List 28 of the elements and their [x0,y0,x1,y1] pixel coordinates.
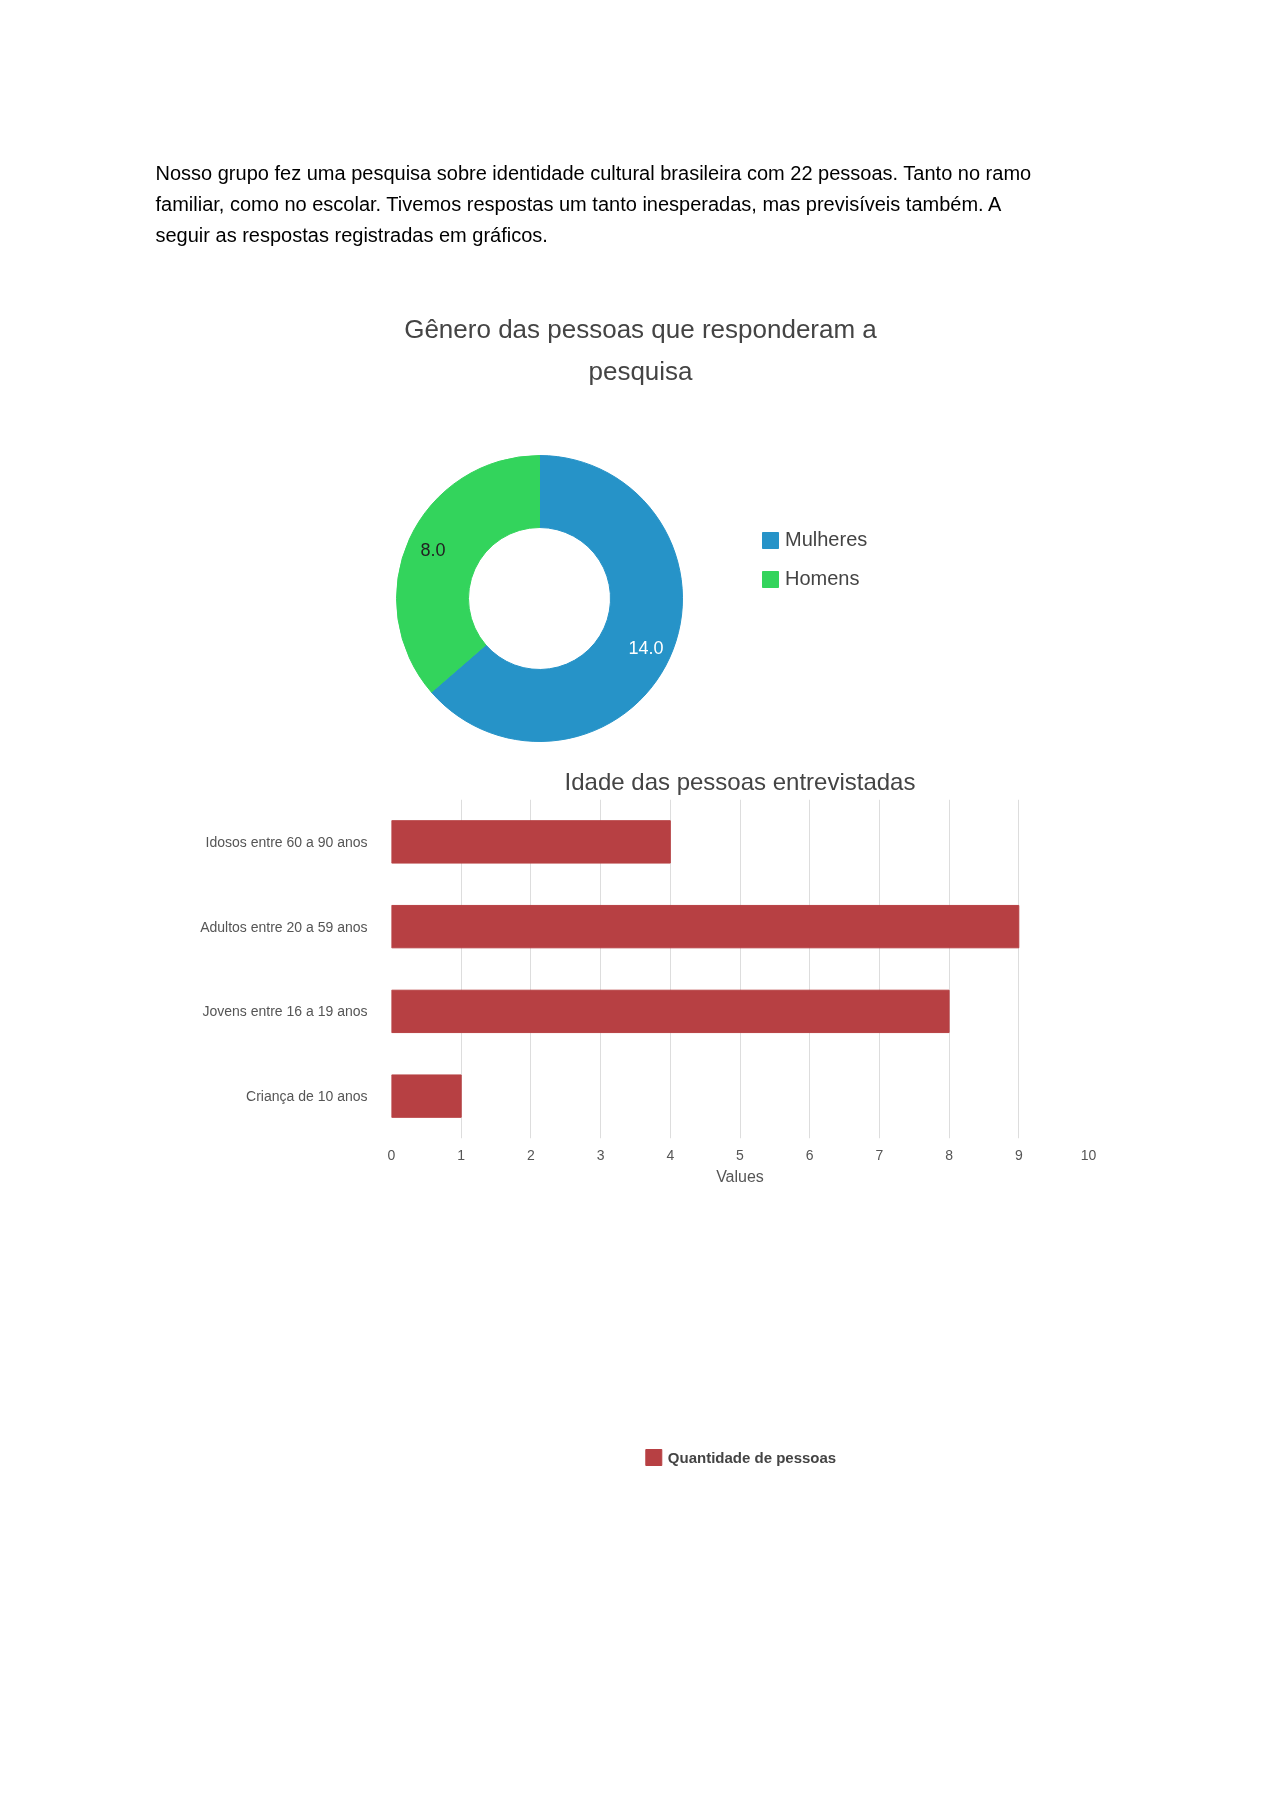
bar [391,904,1020,949]
x-tick-label: 6 [805,1146,814,1163]
x-tick-label: 5 [736,1146,745,1163]
chart-title: Idade das pessoas entrevistadas [564,767,916,795]
y-tick-label: Criança de 10 anos [246,1088,368,1105]
x-tick-label: 0 [387,1146,396,1163]
x-tick-label: 9 [1014,1146,1023,1163]
y-tick-label: Idosos entre 60 a 90 anos [205,833,368,850]
x-tick-label: 8 [945,1146,954,1163]
bar [391,1074,462,1118]
x-tick-label: 4 [666,1146,675,1163]
legend-label: Quantidade de pessoas [667,1448,837,1466]
legend-label: Homens [785,567,860,590]
data-label: 14.0 [628,637,664,658]
x-tick-label: 7 [875,1146,884,1163]
x-tick-label: 3 [596,1146,605,1163]
x-axis-title: Values [716,1167,764,1185]
bar [391,989,950,1034]
y-tick-label: Jovens entre 16 a 19 anos [202,1003,368,1020]
x-tick-label: 2 [527,1146,536,1163]
x-tick-label: 10 [1080,1146,1097,1163]
bar [391,820,671,864]
data-label: 8.0 [420,540,446,561]
text: Nosso grupo fez uma pesquisa sobre identidade cultural brasileira com 22 pessoas. Tanto no ramo familiar, como no escolar. Tivemos respostas um tanto inesperadas, mas previsíveis também. A seguir as respostas registradas em gráficos. [155,161,1032,246]
legend-label: Mulheres [785,528,868,551]
y-tick-label: Adultos entre 20 a 59 anos [200,918,368,935]
x-tick-label: 1 [457,1146,466,1163]
chart-title: Gênero das pessoas que responderam a pesquisa [404,313,878,386]
